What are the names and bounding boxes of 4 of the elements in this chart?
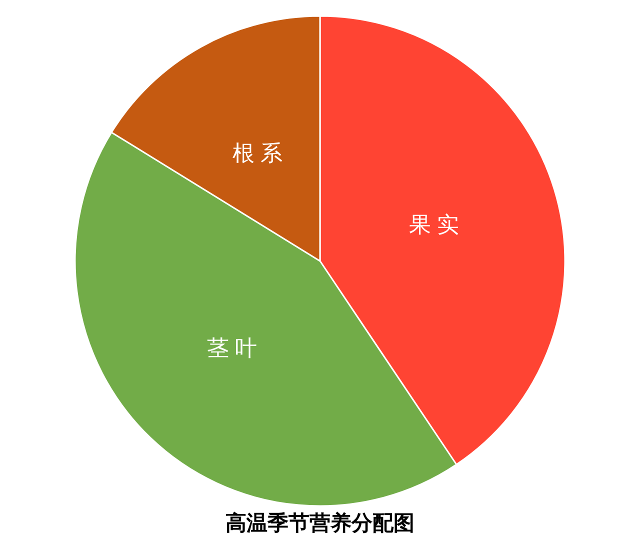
slice-label: 茎叶 [207, 336, 264, 362]
slice-label: 果实 [409, 212, 466, 238]
text: 高温季节营养分配图 [226, 511, 414, 535]
slice-label: 根系 [232, 142, 288, 167]
